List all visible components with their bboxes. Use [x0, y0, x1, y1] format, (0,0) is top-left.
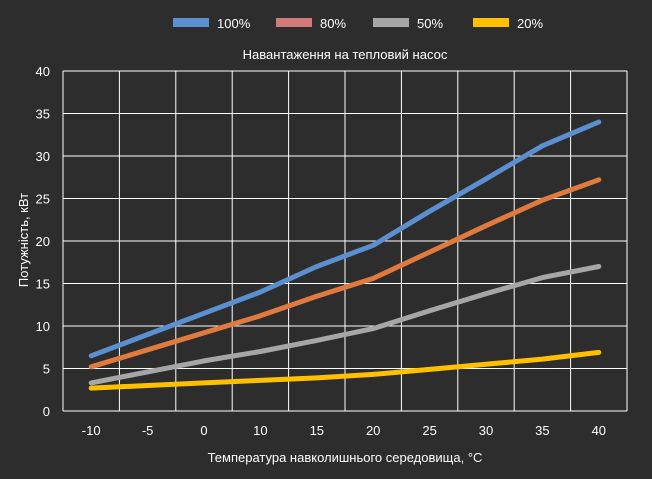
x-tick-label: -10 — [82, 423, 101, 438]
y-tick-label: 30 — [36, 149, 50, 164]
y-tick-label: 25 — [36, 192, 50, 207]
x-tick-label: 25 — [422, 423, 436, 438]
grid — [62, 70, 628, 412]
y-axis-title: Потужність, кВт — [16, 193, 31, 287]
chart-title: Навантаження на тепловий насос — [243, 47, 448, 62]
x-tick-label: -5 — [142, 423, 154, 438]
legend-swatch — [173, 18, 209, 27]
x-tick-label: 0 — [200, 423, 207, 438]
y-tick-label: 10 — [36, 319, 50, 334]
x-tick-label: 20 — [366, 423, 380, 438]
x-tick-label: 35 — [535, 423, 549, 438]
series-line-100pct — [88, 119, 602, 359]
x-tick-label: 10 — [253, 423, 267, 438]
series-lines — [88, 119, 602, 391]
series-line-20pct — [88, 349, 602, 391]
legend-label: 80% — [320, 16, 346, 31]
legend-swatch — [373, 18, 409, 27]
y-tick-label: 5 — [43, 362, 50, 377]
y-tick-label: 15 — [36, 277, 50, 292]
x-axis-ticks: -10 -5 0 10 15 20 25 30 35 40 — [82, 423, 606, 438]
legend-label: 50% — [417, 16, 443, 31]
legend: 100% 80% 50% 20% — [173, 16, 543, 31]
y-tick-label: 35 — [36, 107, 50, 122]
legend-swatch — [276, 18, 312, 27]
x-tick-label: 40 — [592, 423, 606, 438]
series-line-80pct — [88, 177, 602, 370]
x-tick-label: 30 — [479, 423, 493, 438]
series-line-50pct — [88, 264, 602, 386]
legend-label: 20% — [517, 16, 543, 31]
y-tick-label: 20 — [36, 234, 50, 249]
y-tick-label: 40 — [36, 64, 50, 79]
y-axis-ticks: 0 5 10 15 20 25 30 35 40 — [36, 64, 50, 419]
y-tick-label: 0 — [43, 404, 50, 419]
x-tick-label: 15 — [310, 423, 324, 438]
legend-swatch — [473, 18, 509, 27]
x-axis-title: Температура навколишнього середовища, °C — [208, 450, 483, 465]
legend-label: 100% — [217, 16, 251, 31]
